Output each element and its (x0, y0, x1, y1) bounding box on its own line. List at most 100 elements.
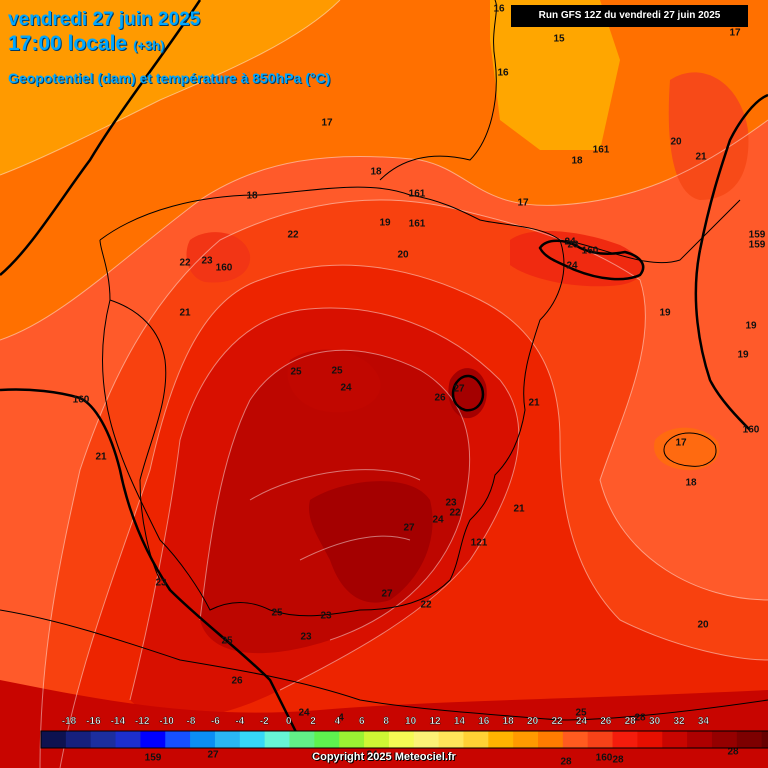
legend-tick-label: -6 (211, 716, 220, 727)
coastlines (0, 0, 768, 721)
contour-label: 24 (340, 383, 352, 394)
legend-color-swatch (314, 731, 340, 748)
contour-label: 25 (290, 367, 302, 378)
geopotential-lines (0, 0, 768, 741)
contour-label: 24 (298, 708, 310, 719)
contour-label: 161 (593, 145, 610, 156)
contour-label: 160 (582, 246, 599, 257)
band-16 (0, 0, 340, 175)
contour-label: 20 (670, 137, 682, 148)
contour-label: 159 (145, 753, 162, 764)
legend-tick-label: 28 (625, 716, 637, 727)
legend-color-swatch (438, 731, 464, 748)
legend-tick-label: 30 (649, 716, 661, 727)
contour-label: 121 (471, 538, 488, 549)
band-ne-cell (668, 72, 749, 200)
legend-color-swatch (190, 731, 216, 748)
legend-color-swatch (637, 731, 663, 748)
contour-label: 22 (420, 600, 432, 611)
contour-label: 17 (321, 118, 333, 129)
legend-color-swatch (538, 731, 564, 748)
legend-tick-label: 18 (503, 716, 515, 727)
legend-tick-label: -8 (187, 716, 196, 727)
contour-label: 21 (695, 152, 707, 163)
legend-color-swatch (587, 731, 614, 748)
legend-color-swatch (736, 731, 763, 748)
contour-label: 24 (432, 515, 444, 526)
legend-color-swatch (41, 731, 67, 748)
legend-tick-label: 16 (478, 716, 490, 727)
contour-label: 18 (571, 156, 583, 167)
legend-tick-label: 14 (454, 716, 466, 727)
contour-label: 23 (155, 578, 167, 589)
legend-color-swatch (364, 731, 390, 748)
contour-label: 18 (370, 167, 382, 178)
legend-color-swatch (214, 731, 241, 748)
legend-tick-label: -16 (86, 716, 101, 727)
contour-label: 161 (409, 189, 426, 200)
legend-color-swatch (65, 731, 92, 748)
legend-tick-label: 6 (359, 716, 365, 727)
contour-label: 26 (231, 676, 243, 687)
legend-color-swatch (339, 731, 365, 748)
legend-color-swatch (612, 731, 638, 748)
legend-color-swatch (413, 731, 440, 748)
band-west-cell (186, 232, 251, 283)
legend-tick-label: 12 (429, 716, 441, 727)
contour-label: 17 (517, 198, 529, 209)
contour-label: 159 (749, 240, 766, 251)
legend-tick-label: 34 (698, 716, 710, 727)
legend-tick-label: 4 (335, 716, 341, 727)
legend-color-swatch (115, 731, 141, 748)
legend-tick-label: -10 (159, 716, 174, 727)
contour-label: 28 (727, 747, 739, 758)
contour-label: 15 (553, 34, 565, 45)
legend-frame (40, 730, 768, 749)
contour-label: 20 (697, 620, 709, 631)
contour-label: 159 (749, 230, 766, 241)
contour-label: 19 (745, 321, 757, 332)
forecast-date: vendredi 27 juin 2025 (8, 9, 201, 30)
contour-label: 24 (366, 750, 378, 761)
legend-tick-label: 0 (286, 716, 292, 727)
contour-label: 18 (246, 191, 258, 202)
contour-label: 22 (179, 258, 191, 269)
legend-color-swatch (761, 731, 768, 748)
contour-label: 27 (207, 750, 219, 761)
legend-tick-label: 8 (383, 716, 389, 727)
contour-label: 4 (338, 713, 344, 724)
contour-label: 23 (320, 611, 332, 622)
legend-tick-label: 20 (527, 716, 539, 727)
contour-label: 19 (737, 350, 749, 361)
contour-label: 21 (95, 452, 107, 463)
contour-label: 20 (397, 250, 409, 261)
legend-color-swatch (388, 731, 415, 748)
legend-color-swatch (687, 731, 713, 748)
contour-label: 28 (612, 755, 624, 766)
contour-label: 26 (434, 393, 446, 404)
contour-label: 27 (453, 384, 465, 395)
contour-label: 19 (659, 308, 671, 319)
contour-label: 25 (271, 608, 283, 619)
legend-tick-label: 2 (310, 716, 316, 727)
legend-tick-label: 10 (405, 716, 417, 727)
legend-tick-label: 24 (576, 716, 588, 727)
contour-label: 28 (560, 757, 572, 768)
contour-label: 25 (221, 636, 233, 647)
forecast-time-text: 17:00 locale (8, 32, 128, 55)
copyright-text: Copyright 2025 Meteociel.fr (312, 751, 456, 763)
legend-color-swatch (289, 731, 315, 748)
legend-tick-label: 32 (673, 716, 685, 727)
contour-label: 22 (449, 508, 461, 519)
contour-label: 17 (729, 28, 741, 39)
contour-label: 160 (73, 395, 90, 406)
legend-color-swatch (488, 731, 514, 748)
legend-color-swatch (165, 731, 191, 748)
legend-color-swatch (562, 731, 589, 748)
contour-label: 27 (381, 589, 393, 600)
contour-label: 21 (528, 398, 540, 409)
